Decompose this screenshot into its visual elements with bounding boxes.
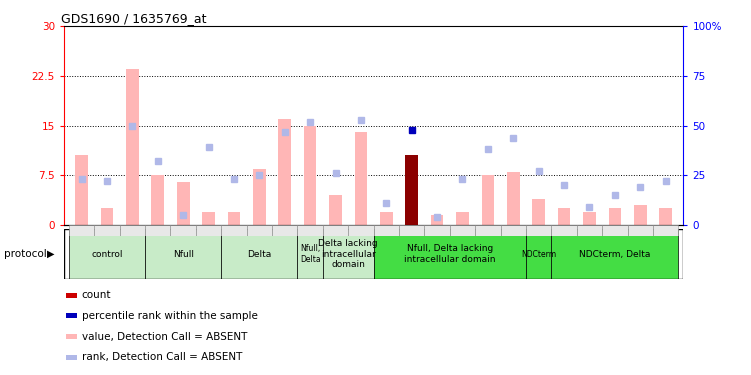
Bar [304,126,316,225]
Text: protocol: protocol [4,249,47,259]
Bar [634,205,647,225]
Bar [348,225,374,236]
Bar [475,225,501,236]
Bar [279,119,291,225]
Bar [170,225,196,236]
Bar [558,209,571,225]
Bar [66,334,77,339]
Bar [323,229,374,279]
Text: Nfull,
Delta: Nfull, Delta [300,244,321,264]
Bar [66,355,77,360]
Bar [196,225,222,236]
Bar [228,212,240,225]
Bar [532,198,545,225]
Bar [329,195,342,225]
Text: Delta: Delta [247,250,271,259]
Bar [374,225,399,236]
Bar [145,225,170,236]
Bar [176,182,189,225]
Bar [507,172,520,225]
Text: count: count [82,290,111,300]
Bar [297,225,323,236]
Bar [253,169,266,225]
Bar [66,293,77,298]
Text: value, Detection Call = ABSENT: value, Detection Call = ABSENT [82,332,247,342]
Bar [602,225,628,236]
Bar [628,225,653,236]
Bar [501,225,526,236]
Bar [297,229,323,279]
Bar [481,176,494,225]
Text: rank, Detection Call = ABSENT: rank, Detection Call = ABSENT [82,352,243,362]
Bar [526,229,551,279]
Bar [526,225,551,236]
Bar [583,212,596,225]
Bar [69,225,95,236]
Bar [431,215,443,225]
Bar [659,209,672,225]
Text: percentile rank within the sample: percentile rank within the sample [82,311,258,321]
Bar [246,225,272,236]
Text: ▶: ▶ [47,249,55,259]
Text: Nfull, Delta lacking
intracellular domain: Nfull, Delta lacking intracellular domai… [404,244,496,264]
Bar [456,212,469,225]
Bar [399,225,424,236]
Bar [222,229,297,279]
Bar [577,225,602,236]
Bar [406,155,418,225]
Bar [152,176,164,225]
Text: Nfull: Nfull [173,250,194,259]
Text: NDCterm, Delta: NDCterm, Delta [579,250,650,259]
Bar [66,314,77,318]
Bar [145,229,222,279]
Bar [119,225,145,236]
Bar [374,229,526,279]
Bar [406,159,418,225]
Bar [323,225,348,236]
Bar [354,132,367,225]
Text: Delta lacking
intracellular
domain: Delta lacking intracellular domain [318,239,378,269]
Bar [101,209,113,225]
Text: NDCterm: NDCterm [521,250,556,259]
Bar [653,225,678,236]
Text: GDS1690 / 1635769_at: GDS1690 / 1635769_at [61,12,207,25]
Bar [69,229,145,279]
Bar [424,225,450,236]
Bar [126,69,139,225]
Bar [75,155,88,225]
Bar [222,225,246,236]
Bar [380,212,393,225]
Text: control: control [92,250,122,259]
Bar [551,229,678,279]
Bar [551,225,577,236]
Bar [202,212,215,225]
Bar [95,225,119,236]
Bar [272,225,297,236]
Bar [608,209,621,225]
Bar [450,225,475,236]
